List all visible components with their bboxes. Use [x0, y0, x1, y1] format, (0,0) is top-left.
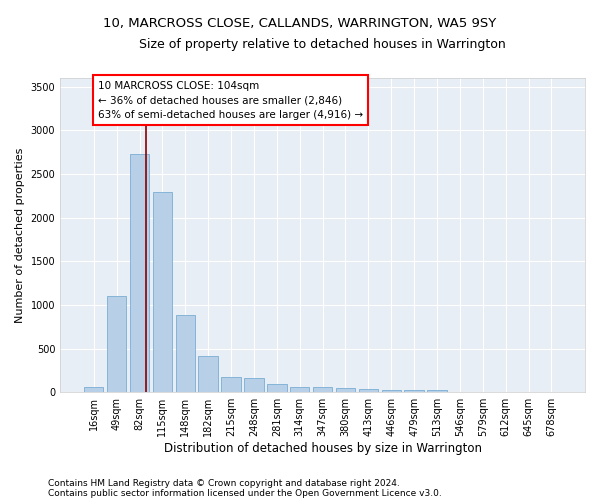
Bar: [107, 296, 127, 392]
X-axis label: Distribution of detached houses by size in Warrington: Distribution of detached houses by size …: [164, 442, 482, 455]
Bar: [84, 387, 103, 392]
Text: Contains HM Land Registry data © Crown copyright and database right 2024.: Contains HM Land Registry data © Crown c…: [48, 478, 400, 488]
Bar: [313, 388, 332, 392]
Bar: [152, 192, 172, 392]
Bar: [382, 390, 401, 392]
Bar: [199, 356, 218, 392]
Bar: [359, 389, 378, 392]
Bar: [336, 388, 355, 392]
Bar: [267, 384, 287, 392]
Text: Contains public sector information licensed under the Open Government Licence v3: Contains public sector information licen…: [48, 488, 442, 498]
Bar: [404, 390, 424, 392]
Text: 10, MARCROSS CLOSE, CALLANDS, WARRINGTON, WA5 9SY: 10, MARCROSS CLOSE, CALLANDS, WARRINGTON…: [103, 18, 497, 30]
Bar: [427, 390, 447, 392]
Bar: [221, 377, 241, 392]
Bar: [130, 154, 149, 392]
Text: 10 MARCROSS CLOSE: 104sqm
← 36% of detached houses are smaller (2,846)
63% of se: 10 MARCROSS CLOSE: 104sqm ← 36% of detac…: [98, 80, 363, 120]
Title: Size of property relative to detached houses in Warrington: Size of property relative to detached ho…: [139, 38, 506, 51]
Bar: [176, 316, 195, 392]
Y-axis label: Number of detached properties: Number of detached properties: [15, 148, 25, 323]
Bar: [244, 378, 263, 392]
Bar: [290, 386, 310, 392]
